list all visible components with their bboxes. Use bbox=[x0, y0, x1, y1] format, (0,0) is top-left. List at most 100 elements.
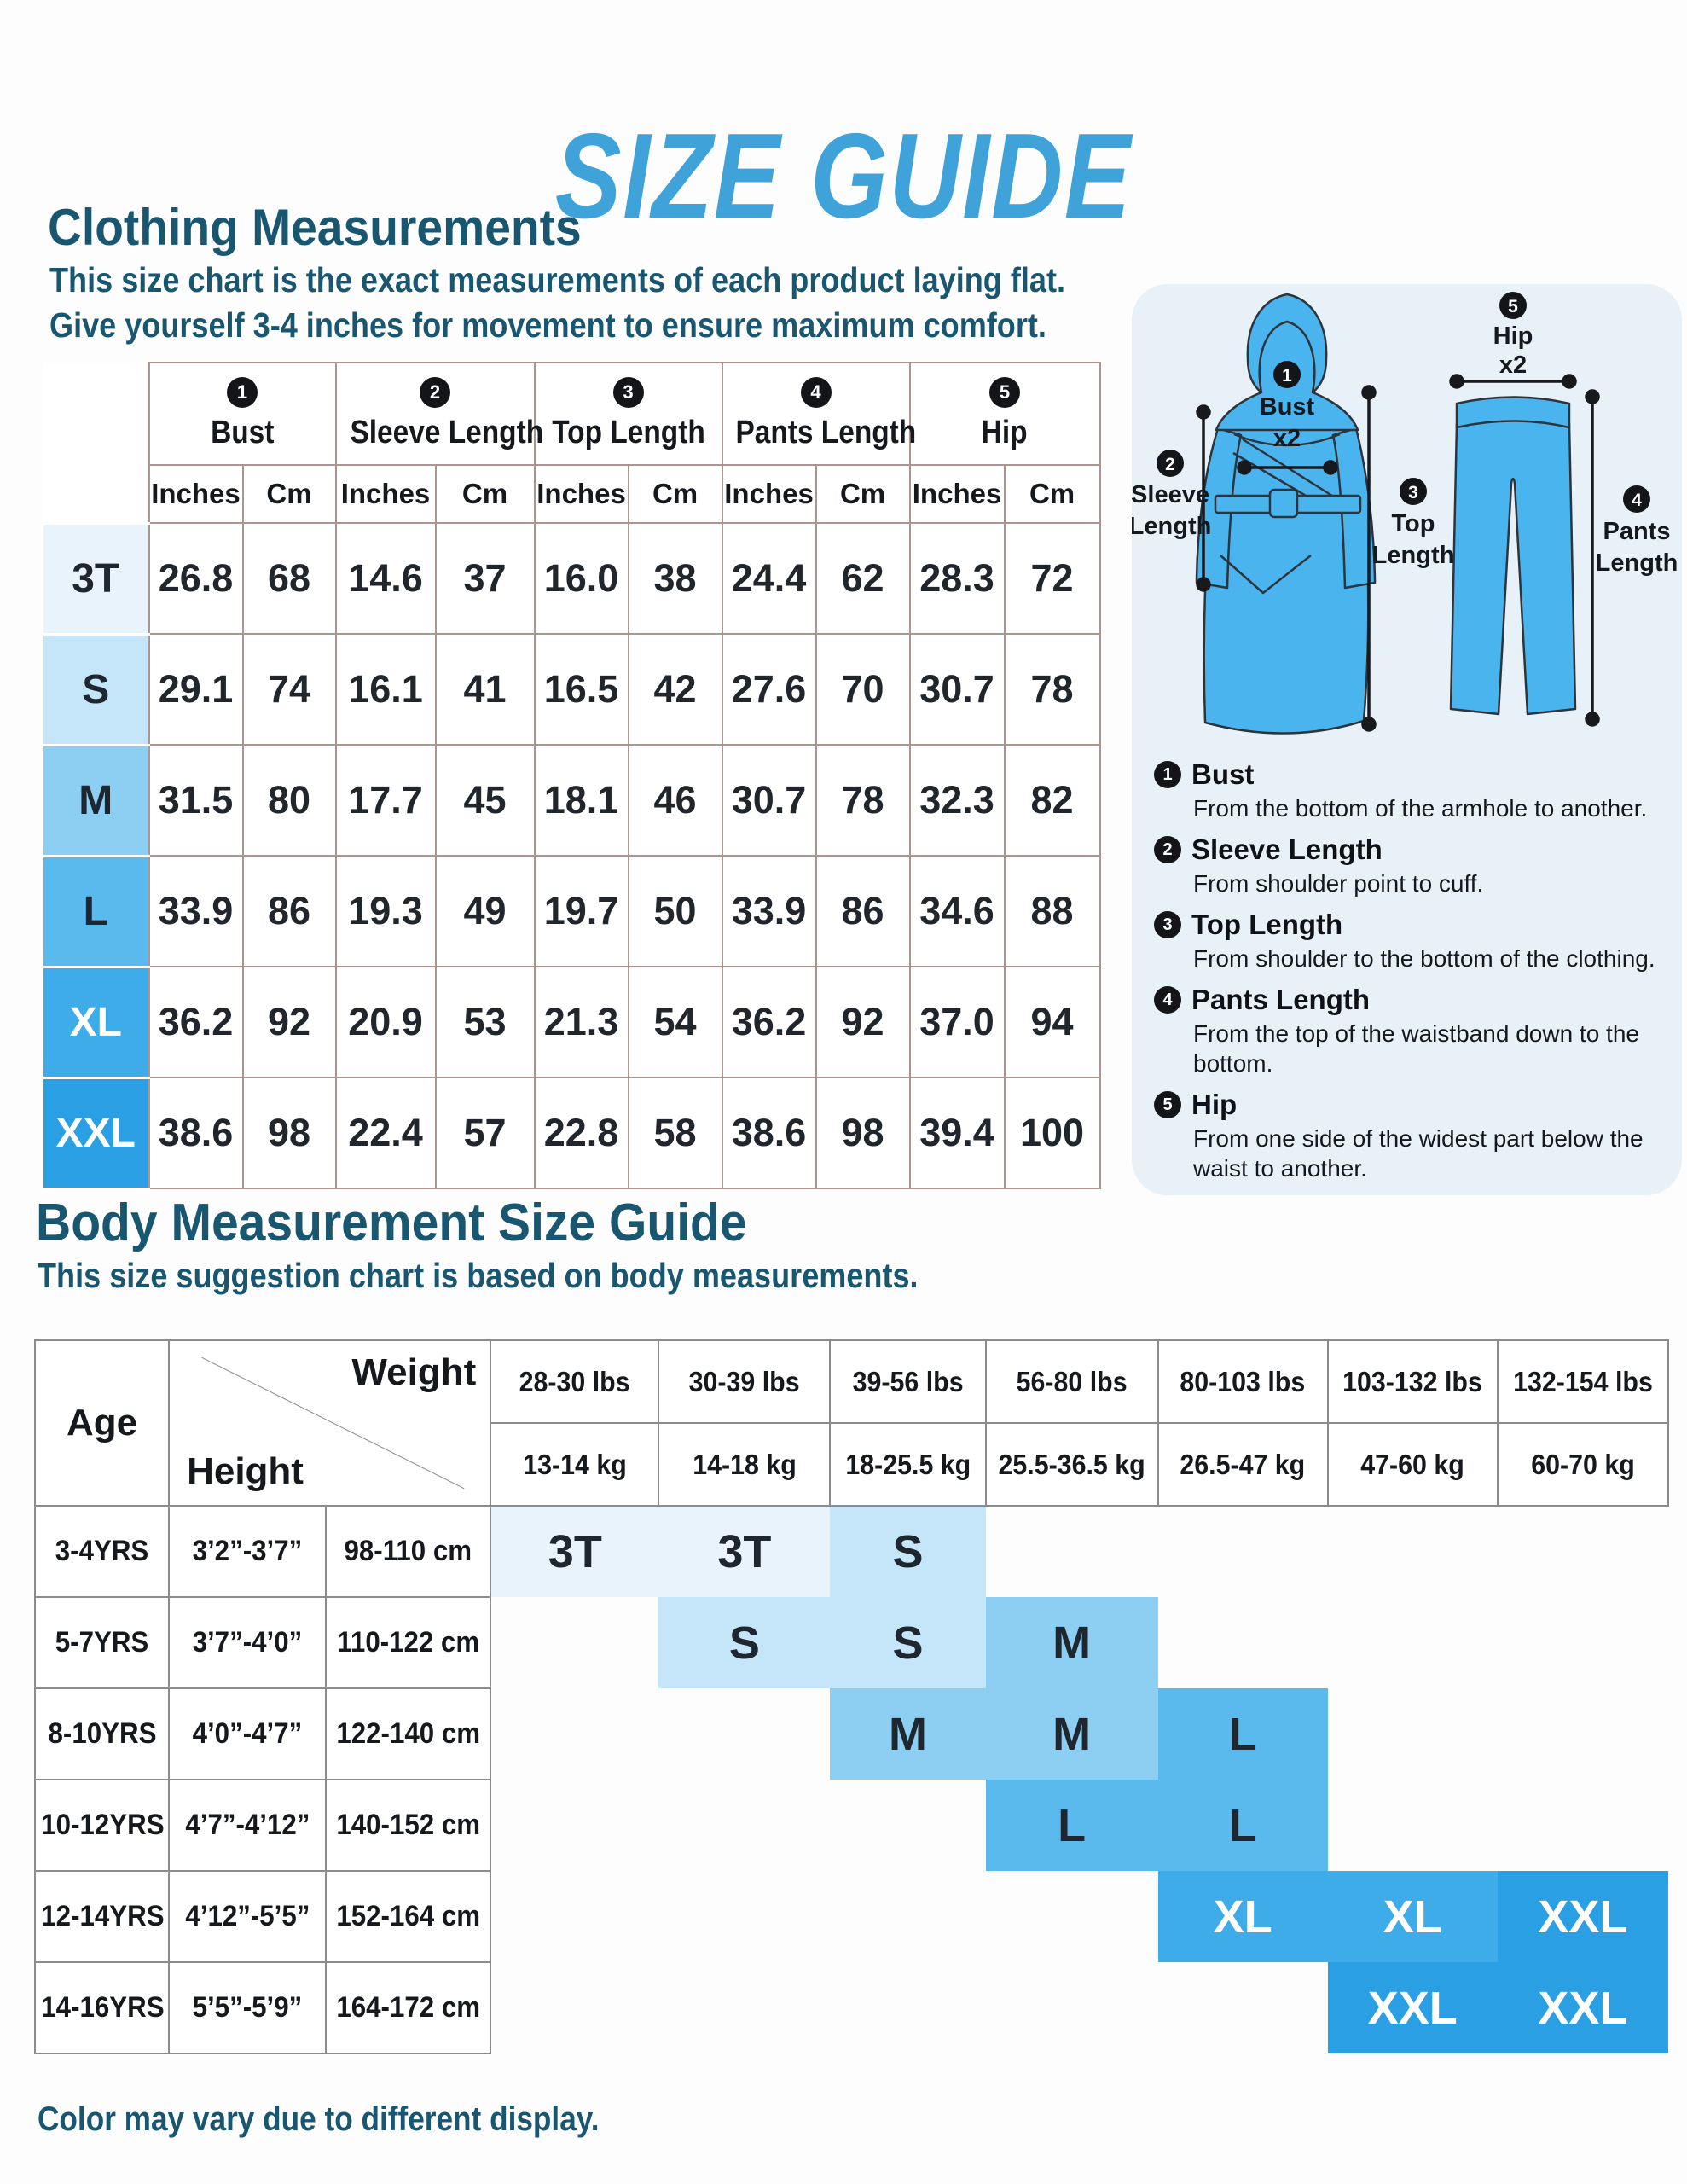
measurement-value: 39.4 bbox=[908, 1077, 1006, 1189]
empty-cell bbox=[830, 1871, 985, 1962]
measurement-value: 94 bbox=[1003, 966, 1101, 1078]
svg-text:2: 2 bbox=[1165, 455, 1175, 474]
empty-cell bbox=[1328, 1780, 1498, 1871]
unit-header-row: Inches Cm Inches Cm Inches Cm Inches Cm … bbox=[42, 464, 1101, 524]
measurement-value: 33.9 bbox=[721, 855, 817, 967]
measurement-value: 53 bbox=[434, 966, 536, 1078]
measurement-value: 22.4 bbox=[334, 1077, 437, 1189]
definition-item: 5 Hip From one side of the widest part bel… bbox=[1154, 1089, 1668, 1183]
height-range-value: 4’7”-4’12” bbox=[168, 1779, 328, 1872]
empty-cell bbox=[986, 1871, 1158, 1962]
table-row: 5-7YRS 3’7”-4’0” 110-122 cm S S M bbox=[33, 1596, 1668, 1689]
age-range-label: 5-7YRS bbox=[33, 1596, 171, 1689]
badge-1-icon: 1 bbox=[227, 376, 258, 408]
measurement-value: 20.9 bbox=[334, 966, 437, 1078]
measurement-value: 45 bbox=[434, 744, 536, 857]
measurement-value: 42 bbox=[627, 633, 723, 746]
table-row: 14-16YRS 5’5”-5’9” 164-172 cm XXL XXL bbox=[33, 1961, 1668, 2054]
weight-col-lbs: 132-154 lbs bbox=[1496, 1339, 1670, 1424]
definition-item: 3 Top Length From shoulder to the bottom o… bbox=[1154, 909, 1668, 973]
footer-note: Color may vary due to different display. bbox=[38, 2100, 600, 2138]
svg-text:4: 4 bbox=[1632, 491, 1642, 510]
measurement-value: 16.5 bbox=[533, 633, 629, 746]
badge-3-icon: 3 bbox=[612, 376, 644, 408]
measurement-value: 68 bbox=[241, 522, 337, 635]
height-range-value: 152-164 cm bbox=[325, 1870, 492, 1963]
measurement-value: 92 bbox=[815, 966, 911, 1078]
svg-text:Length: Length bbox=[1372, 542, 1455, 569]
unit-inches: Inches bbox=[148, 464, 244, 524]
measurement-value: 86 bbox=[241, 855, 337, 967]
measurement-value: 22.8 bbox=[533, 1077, 629, 1189]
age-header: Age bbox=[33, 1339, 171, 1507]
table-row: 12-14YRS 4’12”-5’5” 152-164 cm XL XL XXL bbox=[33, 1870, 1668, 1963]
bust-label: 1 Bust x2 bbox=[1260, 361, 1315, 452]
age-range-label: 3-4YRS bbox=[33, 1505, 171, 1598]
measurement-value: 36.2 bbox=[721, 966, 817, 1078]
measurement-value: 21.3 bbox=[533, 966, 629, 1078]
description-line-1: This size chart is the exact measurement… bbox=[49, 260, 1066, 299]
unit-inches: Inches bbox=[908, 464, 1006, 524]
body-measurement-table: Age Weight Height 28-30 lbs 30-39 lbs 39… bbox=[33, 1339, 1670, 2054]
weight-col-kg: 13-14 kg bbox=[490, 1422, 660, 1507]
definition-term: 1 Bust bbox=[1154, 758, 1668, 791]
corner-blank bbox=[42, 363, 149, 465]
height-range-value: 4’0”-4’7” bbox=[168, 1687, 328, 1780]
table-row: 8-10YRS 4’0”-4’7” 122-140 cm M M L bbox=[33, 1687, 1668, 1780]
size-row-label: S bbox=[41, 632, 150, 746]
empty-cell bbox=[658, 1688, 830, 1780]
height-range-value: 164-172 cm bbox=[325, 1961, 492, 2054]
measurement-value: 88 bbox=[1003, 855, 1101, 967]
measurement-value: 17.7 bbox=[334, 744, 437, 857]
size-recommendation-cell: 3T bbox=[658, 1506, 831, 1597]
size-recommendation-cell: L bbox=[985, 1780, 1158, 1871]
measurement-value: 57 bbox=[434, 1077, 536, 1189]
measurement-value: 98 bbox=[815, 1077, 911, 1189]
empty-cell bbox=[1498, 1688, 1668, 1780]
weight-col-lbs: 39-56 lbs bbox=[829, 1339, 987, 1424]
size-recommendation-cell: M bbox=[830, 1688, 986, 1780]
svg-text:5: 5 bbox=[1508, 297, 1518, 317]
svg-text:Hip: Hip bbox=[1493, 322, 1533, 350]
size-recommendation-cell: S bbox=[658, 1597, 831, 1688]
description-line-2: Give yourself 3-4 inches for movement to… bbox=[49, 305, 1046, 345]
measurement-value: 49 bbox=[434, 855, 536, 967]
measurement-value: 78 bbox=[1003, 633, 1101, 746]
empty-cell bbox=[1328, 1597, 1498, 1688]
weight-col-kg: 14-18 kg bbox=[658, 1422, 832, 1507]
measurement-value: 37 bbox=[434, 522, 536, 635]
measurement-value: 26.8 bbox=[148, 522, 244, 635]
page-title: SIZE GUIDE bbox=[554, 108, 1133, 245]
measurement-value: 16.0 bbox=[533, 522, 629, 635]
column-header-pants-length: 4 Pants Length bbox=[721, 362, 916, 466]
column-header-hip: 5 Hip bbox=[908, 362, 1101, 466]
column-header-top-length: 3 Top Length bbox=[533, 362, 723, 466]
age-range-label: 8-10YRS bbox=[33, 1687, 171, 1780]
empty-cell bbox=[1498, 1780, 1668, 1871]
empty-cell bbox=[986, 1962, 1158, 2053]
measurement-value: 74 bbox=[241, 633, 337, 746]
size-row-label: M bbox=[41, 743, 150, 857]
empty-cell bbox=[490, 1688, 658, 1780]
table-row: XL 36.2 92 20.9 53 21.3 54 36.2 92 37.0 94 bbox=[41, 965, 1101, 1079]
size-row-label: XXL bbox=[41, 1076, 150, 1190]
sleeve-length-label: 2 Sleeve Length bbox=[1132, 450, 1211, 540]
measurement-value: 34.6 bbox=[908, 855, 1006, 967]
number-badge-icon: 5 bbox=[1154, 1091, 1181, 1118]
measurement-value: 80 bbox=[241, 744, 337, 857]
empty-cell bbox=[1328, 1506, 1498, 1597]
empty-cell bbox=[830, 1780, 985, 1871]
unit-inches: Inches bbox=[334, 464, 437, 524]
corner-blank bbox=[42, 465, 149, 523]
empty-cell bbox=[658, 1871, 830, 1962]
size-recommendation-cell: S bbox=[830, 1506, 986, 1597]
weight-col-lbs: 30-39 lbs bbox=[658, 1339, 832, 1424]
empty-cell bbox=[1498, 1506, 1668, 1597]
measurement-value: 30.7 bbox=[908, 633, 1006, 746]
height-range-value: 3’2”-3’7” bbox=[168, 1505, 328, 1598]
measurement-value: 28.3 bbox=[908, 522, 1006, 635]
definition-term: 3 Top Length bbox=[1154, 909, 1668, 941]
empty-cell bbox=[658, 1780, 830, 1871]
height-range-value: 4’12”-5’5” bbox=[168, 1870, 328, 1963]
unit-cm: Cm bbox=[434, 464, 536, 524]
